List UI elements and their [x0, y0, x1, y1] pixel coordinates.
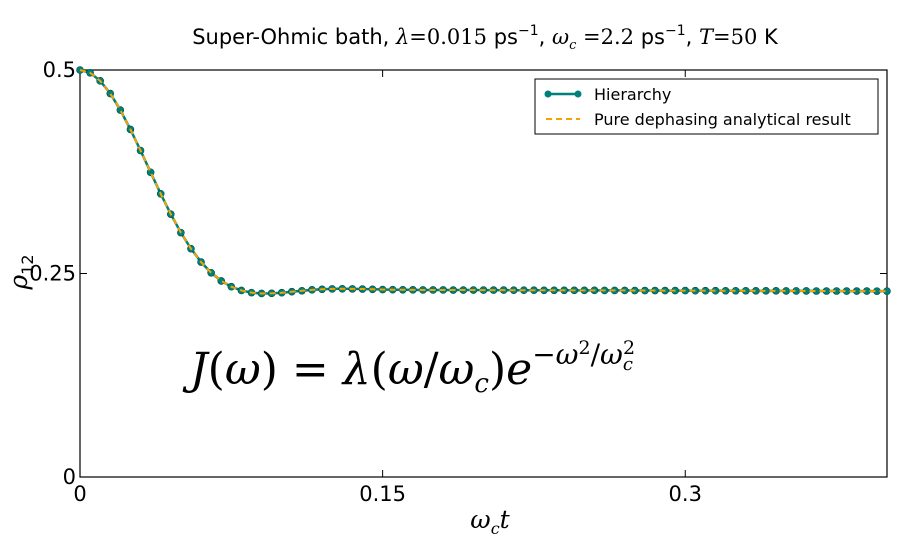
title-lambda-unit: ps [487, 25, 518, 49]
title-prefix: Super-Ohmic bath, [192, 25, 396, 49]
legend-hierarchy-marker-left [544, 90, 552, 98]
title-omega-unit: ps [634, 25, 665, 49]
series-layer [76, 66, 891, 298]
formula-lambda: λ [341, 344, 371, 395]
legend-box [534, 78, 879, 135]
axis-tick-labels: 0 0.15 0.3 0 0.25 0.5 [29, 58, 702, 506]
title-temperature-unit: K [757, 25, 779, 49]
formula-exponent-minus: − [532, 338, 555, 371]
formula-omega-c: ω [439, 344, 475, 395]
chart-title: Super-Ohmic bath, λ=0.015 ps−1, ωc =2.2 … [192, 23, 779, 53]
analytical-result-line [79, 69, 887, 295]
title-omega-value: =2.2 [576, 25, 634, 49]
formula-slash: / [424, 344, 439, 395]
legend-hierarchy-marker-right [574, 90, 582, 98]
formula-close-paren: ) [261, 344, 278, 395]
formula-exponent-c-square: 2 [623, 337, 635, 359]
title-temperature-symbol: T [699, 25, 715, 49]
y-label-rho: ρ [4, 275, 33, 291]
formula-exponent-slash: / [591, 338, 601, 371]
title-temperature-value: =50 [713, 25, 757, 49]
title-omega-symbol: ω [552, 25, 569, 49]
title-separator-2: , [686, 25, 699, 49]
formula-close-paren-2: ) [489, 344, 506, 395]
formula-omega: ω [225, 344, 261, 395]
x-label-subscript: c [491, 519, 500, 538]
title-separator-1: , [539, 25, 552, 49]
title-lambda-symbol: λ [395, 25, 409, 49]
legend: Hierarchy Pure dephasing analytical resu… [534, 78, 879, 135]
x-label-omega: ω [470, 505, 490, 534]
y-tick-label: 0.5 [43, 58, 76, 82]
legend-analytical-label: Pure dephasing analytical result [594, 110, 851, 129]
y-tick-label: 0 [63, 465, 76, 489]
y-axis-label: ρ12 [4, 254, 37, 290]
formula-J: J [182, 344, 210, 395]
formula-exponent-omega: ω [556, 338, 579, 371]
y-label-subscript: 12 [18, 254, 37, 274]
title-omega-subscript: c [569, 38, 577, 53]
x-tick-label: 0.15 [359, 482, 406, 506]
y-tick-label: 0.25 [29, 262, 76, 286]
formula-exponent-omega-c: ω [600, 338, 623, 371]
hierarchy-marker [146, 168, 155, 177]
formula-annotation: J(ω) = λ(ω/ωc)e−ω2/ωc2 [182, 337, 635, 399]
formula-equals: = [292, 344, 329, 395]
formula-omega-c-subscript: c [474, 369, 489, 399]
x-tick-label: 0 [73, 482, 86, 506]
formula-omega-2: ω [388, 344, 424, 395]
legend-hierarchy-label: Hierarchy [594, 85, 671, 104]
x-tick-label: 0.3 [669, 482, 702, 506]
x-label-variable: t [500, 505, 511, 534]
formula-exponent-square: 2 [579, 337, 591, 359]
title-lambda-value: =0.015 [409, 25, 487, 49]
formula-exponent-subscript-c: c [623, 354, 633, 375]
x-axis-label: ωct [470, 505, 510, 538]
title-omega-exponent: −1 [665, 23, 686, 39]
formula-open-paren: ( [208, 344, 225, 395]
formula-e: e [506, 344, 532, 395]
title-lambda-exponent: −1 [518, 23, 539, 39]
formula-open-paren-2: ( [371, 344, 388, 395]
